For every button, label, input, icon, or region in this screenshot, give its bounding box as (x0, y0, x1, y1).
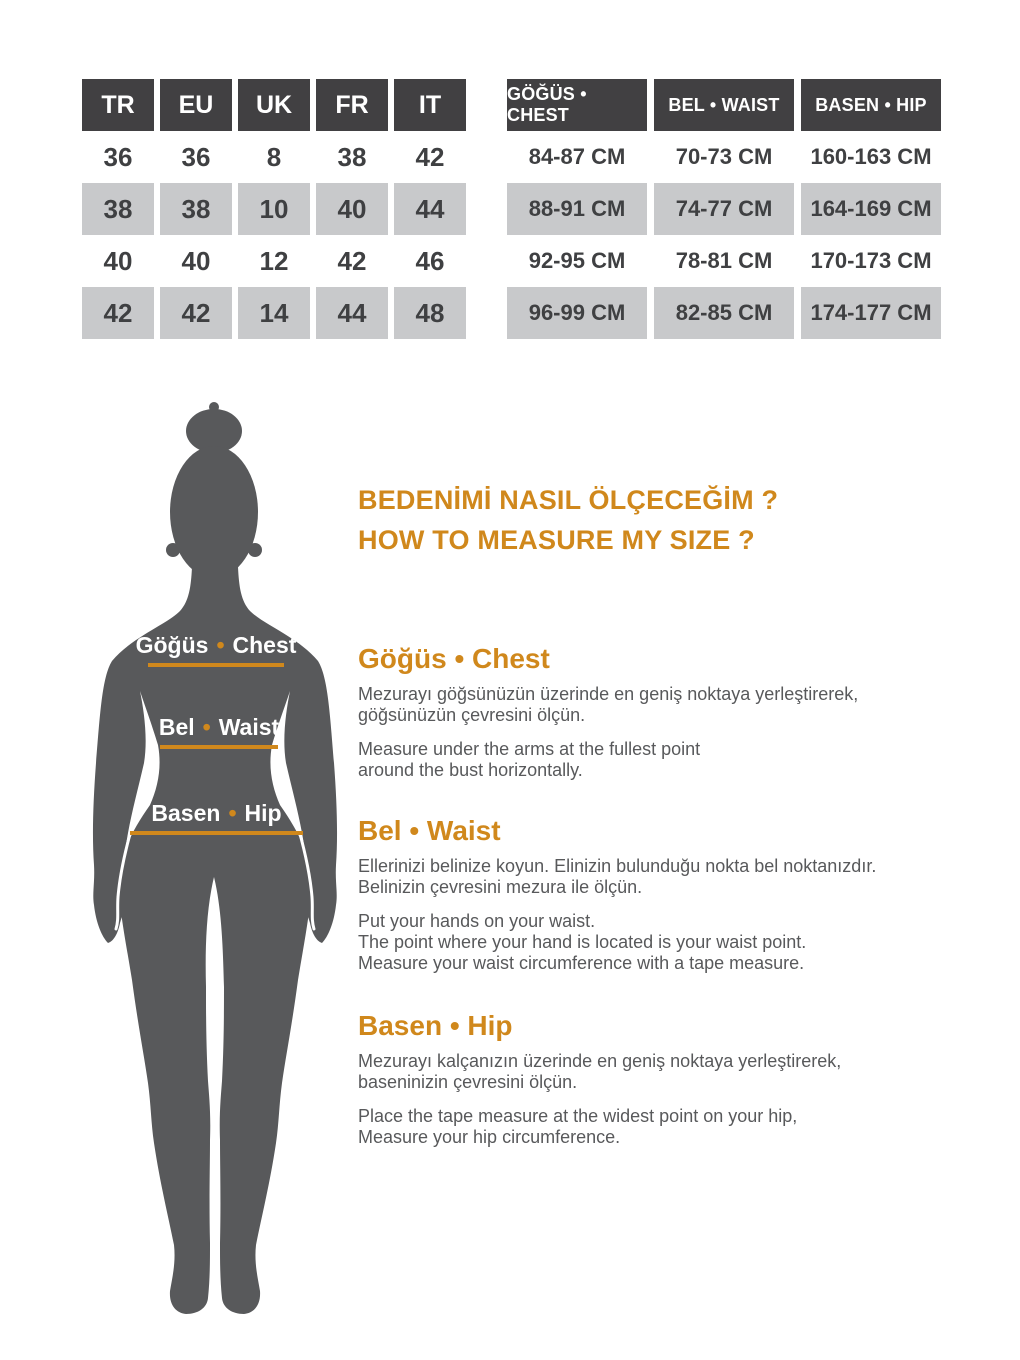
section-chest-heading: Göğüs • Chest (358, 643, 550, 674)
size-cell: 36 (103, 141, 133, 172)
measurement-col-header-hip: BASEN • HIP (801, 79, 941, 131)
figure-label-hip-en: Hip (244, 800, 282, 826)
size-cell: 38 (82, 183, 154, 235)
size-col-header-uk: UK (238, 79, 310, 131)
hip-measure-line (130, 831, 303, 835)
measurement-cell: 92-95 CM (528, 248, 626, 273)
measurement-cell: 82-85 CM (654, 287, 794, 339)
paragraph-line: Put your hands on your waist. (358, 911, 596, 931)
paragraph-line: Belinizin çevresini mezura ile ölçün. (358, 877, 643, 897)
size-cell: 38 (160, 183, 232, 235)
size-cell: 8 (266, 141, 282, 172)
size-cell: 44 (394, 183, 466, 235)
paragraph-line: around the bust horizontally. (358, 760, 583, 780)
size-cell: 42 (415, 141, 445, 172)
measurement-cell: 88-91 CM (507, 183, 647, 235)
head-icon (170, 446, 258, 578)
figure-label-waist-tr: Bel (158, 714, 195, 740)
figure-label-chest-en: Chest (232, 632, 297, 658)
size-conversion-table: TR EU UK FR IT 36 36 8 38 42 38 38 10 40… (82, 79, 466, 339)
size-cell: 44 (316, 287, 388, 339)
size-cell: 42 (337, 245, 367, 276)
measurement-cell: 74-77 CM (654, 183, 794, 235)
section-hip-heading: Basen • Hip (358, 1010, 513, 1041)
body-outline-icon (92, 567, 338, 1314)
size-col-header-tr: TR (82, 79, 154, 131)
section-hip: Basen • Hip Mezurayı kalçanızın üzerinde… (358, 1010, 978, 1161)
guide-title-en: HOW TO MEASURE MY SIZE ? (358, 525, 755, 555)
waist-measure-line (160, 745, 278, 749)
section-waist-paragraph-tr: Ellerinizi belinize koyun. Elinizin bulu… (358, 856, 978, 898)
chest-measure-line (148, 663, 284, 667)
paragraph-line: baseninizin çevresini ölçün. (358, 1072, 578, 1092)
paragraph-line: Measure your waist circumference with a … (358, 953, 805, 973)
figure-label-waist-en: Waist (218, 714, 280, 740)
size-col-header-fr: FR (316, 79, 388, 131)
measurement-col-header-waist: BEL • WAIST (654, 79, 794, 131)
bullet-separator: • (216, 632, 225, 658)
measurement-cell: 170-173 CM (810, 248, 932, 273)
section-waist-heading: Bel • Waist (358, 815, 501, 846)
figure-label-waist: Bel • Waist (158, 714, 280, 749)
measurement-cell: 84-87 CM (528, 144, 626, 169)
left-arm-seam (114, 818, 136, 931)
measurement-cell: 160-163 CM (810, 144, 932, 169)
paragraph-line: Ellerinizi belinize koyun. Elinizin bulu… (358, 856, 877, 876)
size-cell: 40 (103, 245, 133, 276)
section-waist: Bel • Waist Ellerinizi belinize koyun. E… (358, 815, 978, 987)
section-chest-paragraph-en: Measure under the arms at the fullest po… (358, 739, 978, 781)
female-body-silhouette (92, 402, 338, 1314)
paragraph-line: The point where your hand is located is … (358, 932, 807, 952)
size-cell: 42 (82, 287, 154, 339)
bullet-separator: • (202, 714, 211, 740)
figure-label-chest-tr: Göğüs (135, 632, 209, 658)
measurement-cell: 78-81 CM (675, 248, 773, 273)
measurement-col-header-chest: GÖĞÜS • CHEST (507, 79, 647, 131)
paragraph-line: göğsünüzün çevresini ölçün. (358, 705, 586, 725)
paragraph-line: Mezurayı göğsünüzün üzerinde en geniş no… (358, 684, 859, 704)
measurement-cell: 70-73 CM (675, 144, 773, 169)
size-cell: 40 (181, 245, 211, 276)
measurement-cell: 174-177 CM (801, 287, 941, 339)
guide-title: BEDENİMİ NASIL ÖLÇECEĞİM ? HOW TO MEASUR… (358, 480, 978, 560)
size-cell: 46 (415, 245, 445, 276)
size-cell: 38 (337, 141, 367, 172)
paragraph-line: Measure under the arms at the fullest po… (358, 739, 701, 759)
paragraph-line: Measure your hip circumference. (358, 1127, 621, 1147)
section-hip-paragraph-tr: Mezurayı kalçanızın üzerinde en geniş no… (358, 1051, 978, 1093)
size-cell: 12 (259, 245, 289, 276)
size-cell: 40 (316, 183, 388, 235)
paragraph-line: Mezurayı kalçanızın üzerinde en geniş no… (358, 1051, 842, 1071)
right-arm-seam (294, 818, 316, 931)
size-cell: 14 (238, 287, 310, 339)
section-chest-paragraph-tr: Mezurayı göğsünüzün üzerinde en geniş no… (358, 684, 978, 726)
guide-title-tr: BEDENİMİ NASIL ÖLÇECEĞİM ? (358, 485, 779, 515)
size-cell: 10 (238, 183, 310, 235)
size-col-header-it: IT (394, 79, 466, 131)
figure-label-hip: Basen • Hip (130, 800, 303, 835)
measurement-cell: 96-99 CM (507, 287, 647, 339)
section-waist-paragraph-en: Put your hands on your waist. The point … (358, 911, 978, 974)
bullet-separator: • (228, 800, 237, 826)
hair-bun-icon (186, 409, 242, 453)
measurement-cell: 164-169 CM (801, 183, 941, 235)
size-cell: 36 (181, 141, 211, 172)
section-chest: Göğüs • Chest Mezurayı göğsünüzün üzerin… (358, 643, 978, 794)
paragraph-line: Place the tape measure at the widest poi… (358, 1106, 798, 1126)
body-measurement-table: GÖĞÜS • CHEST BEL • WAIST BASEN • HIP 84… (507, 79, 941, 339)
figure-label-chest: Göğüs • Chest (136, 632, 296, 667)
size-cell: 48 (394, 287, 466, 339)
size-col-header-eu: EU (160, 79, 232, 131)
size-cell: 42 (160, 287, 232, 339)
section-hip-paragraph-en: Place the tape measure at the widest poi… (358, 1106, 978, 1148)
figure-label-hip-tr: Basen (151, 800, 221, 826)
